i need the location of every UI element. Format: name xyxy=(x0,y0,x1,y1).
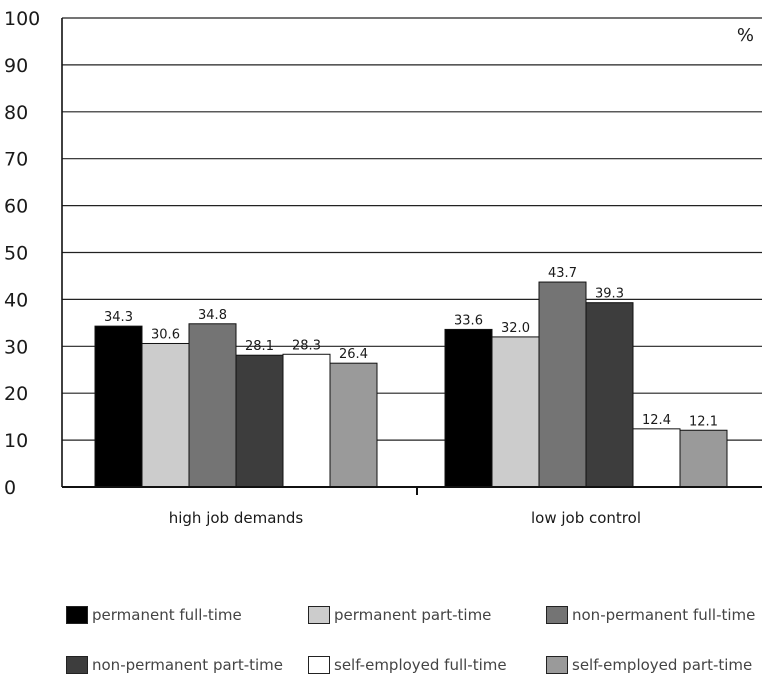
legend-swatch xyxy=(308,656,330,674)
data-label: 26.4 xyxy=(339,347,368,362)
legend-swatch xyxy=(66,606,88,624)
bar xyxy=(585,302,634,488)
data-label: 39.3 xyxy=(595,287,624,302)
y-tick-label: 90 xyxy=(4,55,28,77)
category-label: low job control xyxy=(531,509,641,527)
bar xyxy=(538,281,587,488)
bar xyxy=(679,429,728,488)
legend-label: non-permanent full-time xyxy=(572,606,756,624)
y-tick-label: 30 xyxy=(4,336,28,358)
data-label: 34.8 xyxy=(198,308,227,323)
legend-swatch xyxy=(546,656,568,674)
data-label: 34.3 xyxy=(104,310,133,325)
data-label: 33.6 xyxy=(454,313,483,328)
y-tick-label: 0 xyxy=(4,477,16,499)
bar xyxy=(94,325,143,488)
bar xyxy=(141,342,190,488)
legend-label: permanent full-time xyxy=(92,606,242,624)
legend-label: self-employed part-time xyxy=(572,656,753,674)
data-label: 12.1 xyxy=(689,414,718,429)
y-tick-label: 20 xyxy=(4,383,28,405)
bar xyxy=(632,428,681,488)
bar xyxy=(491,336,540,488)
legend-item: self-employed full-time xyxy=(308,656,507,674)
data-label: 30.6 xyxy=(151,327,180,342)
legend-item: non-permanent part-time xyxy=(66,656,283,674)
bar xyxy=(444,328,493,488)
y-tick-label: 10 xyxy=(4,430,28,452)
y-tick-label: 100 xyxy=(4,8,40,30)
data-label: 43.7 xyxy=(548,266,577,281)
legend-swatch xyxy=(308,606,330,624)
legend-label: non-permanent part-time xyxy=(92,656,284,674)
legend-swatch xyxy=(66,656,88,674)
bar-chart: 34.3 30.6 34.8 28.1 28.3 26.4 high job demands… xyxy=(4,8,762,527)
bar xyxy=(235,354,284,488)
legend-item: non-permanent full-time xyxy=(546,606,755,624)
data-label: 28.1 xyxy=(245,339,274,354)
legend-item: permanent full-time xyxy=(66,606,242,624)
category-label: high job demands xyxy=(169,509,304,527)
unit-label: % xyxy=(737,25,754,46)
bar xyxy=(188,323,237,488)
data-label: 32.0 xyxy=(501,321,530,336)
data-label: 28.3 xyxy=(292,338,321,353)
y-tick-label: 50 xyxy=(4,243,28,265)
bar xyxy=(282,353,331,488)
y-tick-label: 60 xyxy=(4,196,28,218)
data-label: 12.4 xyxy=(642,413,671,428)
bar xyxy=(329,362,378,488)
y-tick-label: 70 xyxy=(4,149,28,171)
y-tick-label: 40 xyxy=(4,289,28,311)
legend-item: self-employed part-time xyxy=(546,656,752,674)
legend-swatch xyxy=(546,606,568,624)
legend-item: permanent part-time xyxy=(308,606,491,624)
legend-label: permanent part-time xyxy=(334,606,492,624)
y-tick-label: 80 xyxy=(4,102,28,124)
legend-label: self-employed full-time xyxy=(334,656,507,674)
